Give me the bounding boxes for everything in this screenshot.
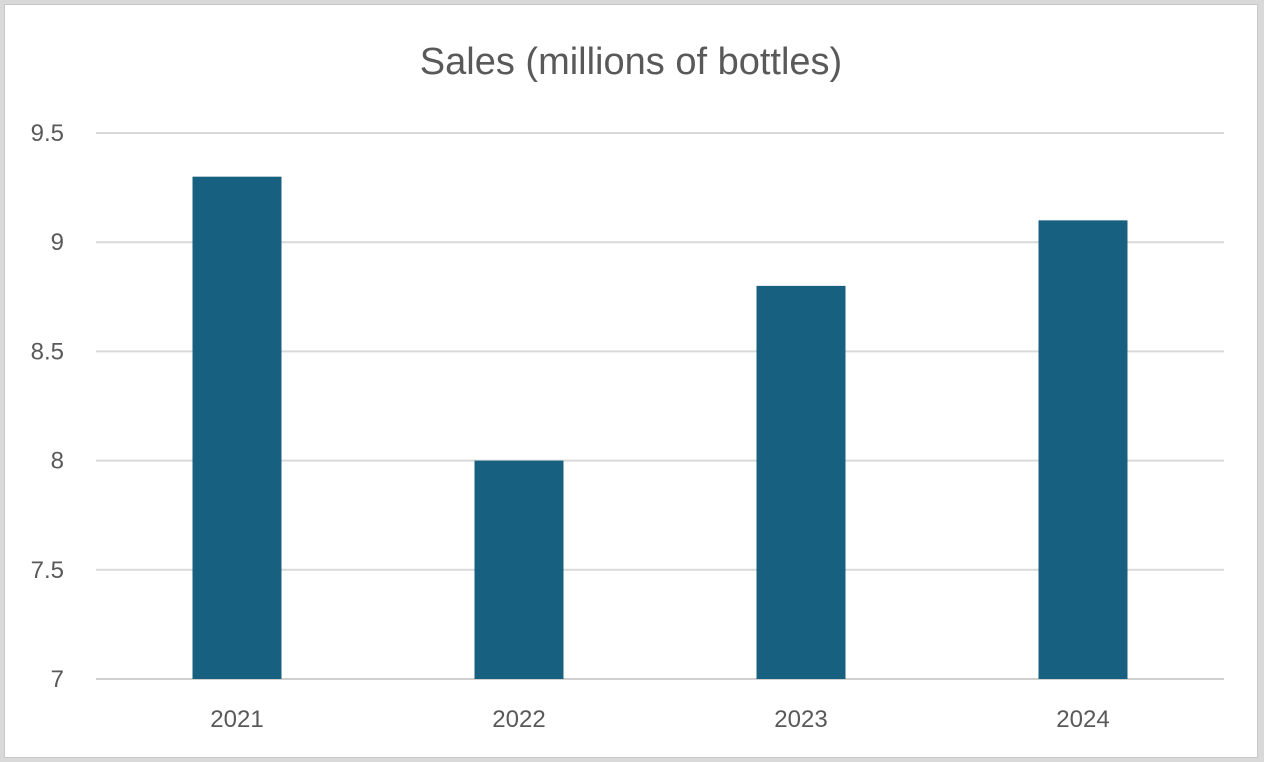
bar-2024 <box>1038 220 1128 680</box>
x-tick-label: 2024 <box>1056 706 1109 733</box>
y-tick-label: 8.5 <box>31 338 64 365</box>
x-tick-label: 2021 <box>210 706 263 733</box>
bar-2021 <box>192 176 282 679</box>
x-tick-label: 2022 <box>492 706 545 733</box>
label-layer: 7 7.5 8 8.5 9 9.5 2021 2022 2023 2024 <box>31 120 1110 733</box>
bar-2022 <box>474 460 564 679</box>
y-tick-label: 9 <box>51 229 64 256</box>
x-tick-label: 2023 <box>774 706 827 733</box>
y-tick-label: 8 <box>51 448 64 475</box>
chart-title: Sales (millions of bottles) <box>419 41 843 83</box>
bar-2023 <box>756 285 846 679</box>
y-tick-label: 7 <box>51 666 64 693</box>
bar-layer <box>192 176 1128 680</box>
y-tick-label: 9.5 <box>31 120 64 147</box>
y-tick-label: 7.5 <box>31 557 64 584</box>
grid-layer <box>96 132 1224 680</box>
